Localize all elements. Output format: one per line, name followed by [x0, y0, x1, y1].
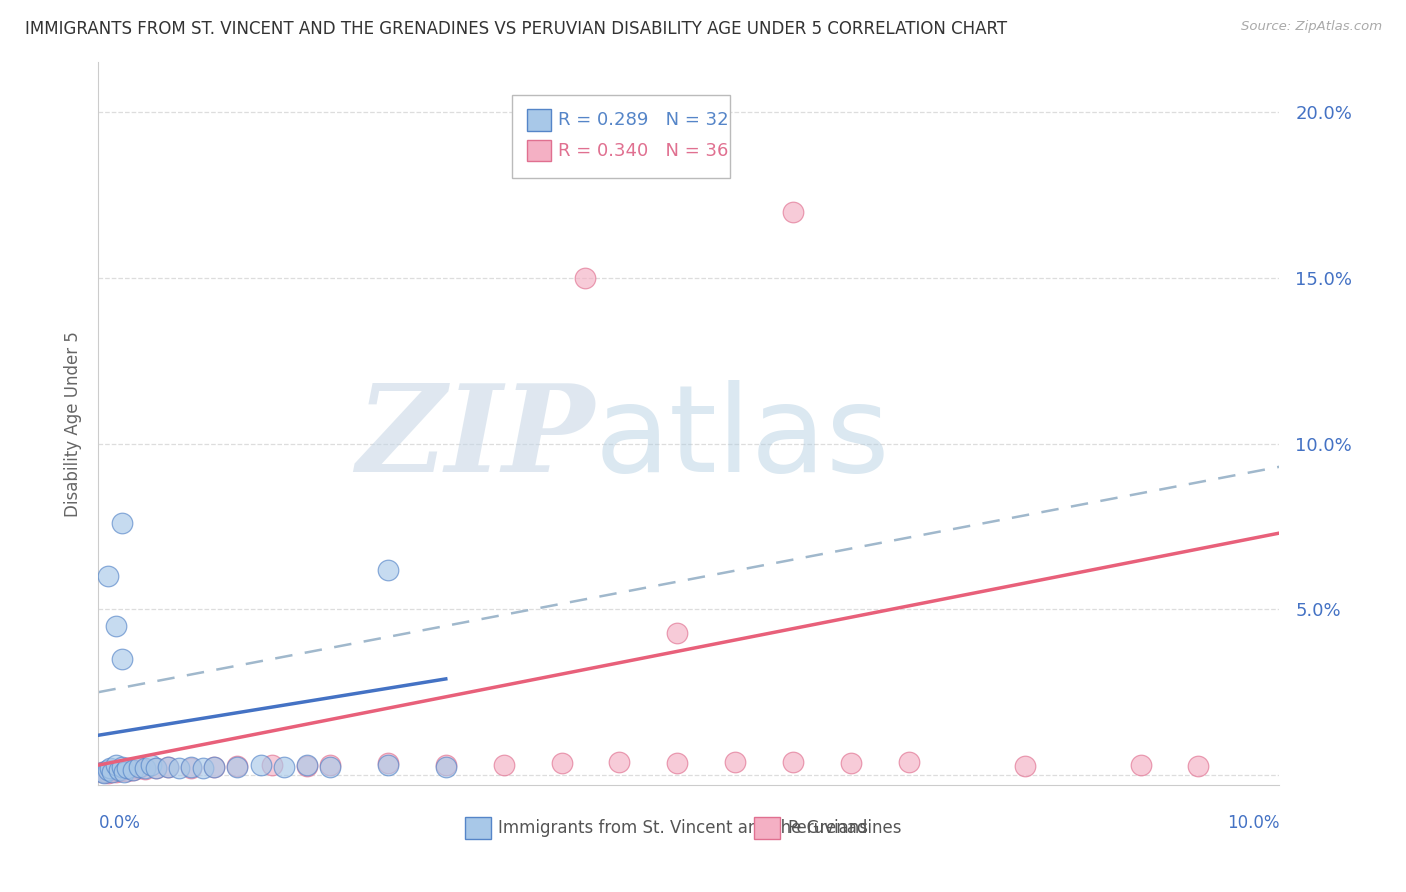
Point [169, 761, 191, 775]
Y-axis label: Disability Age Under 5: Disability Age Under 5 [63, 331, 82, 516]
Point [319, 758, 342, 772]
Text: IMMIGRANTS FROM ST. VINCENT AND THE GRENADINES VS PERUVIAN DISABILITY AGE UNDER : IMMIGRANTS FROM ST. VINCENT AND THE GREN… [25, 20, 1008, 37]
Point [110, 763, 132, 777]
Text: Immigrants from St. Vincent and the Grenadines: Immigrants from St. Vincent and the Gren… [498, 820, 901, 838]
Point [145, 761, 167, 775]
Point [295, 758, 318, 772]
Point [666, 756, 689, 771]
Point [377, 758, 399, 772]
Point [666, 625, 689, 640]
Point [90, 765, 112, 780]
Point [134, 761, 156, 775]
Point [1187, 758, 1209, 772]
Point [262, 758, 284, 772]
Point [550, 756, 572, 771]
Text: Source: ZipAtlas.com: Source: ZipAtlas.com [1241, 20, 1382, 33]
Point [98, 764, 121, 779]
Point [226, 760, 249, 774]
Point [191, 761, 214, 775]
FancyBboxPatch shape [527, 140, 551, 161]
Point [249, 758, 271, 772]
Point [724, 755, 747, 769]
Point [110, 516, 132, 530]
Point [609, 755, 631, 769]
Point [97, 766, 120, 780]
Point [202, 760, 225, 774]
Point [117, 761, 139, 775]
Point [377, 756, 399, 771]
Point [434, 758, 457, 772]
Point [104, 619, 127, 633]
Point [377, 562, 399, 576]
Point [134, 762, 156, 776]
Point [108, 764, 131, 778]
Point [91, 764, 114, 779]
Point [574, 271, 596, 285]
FancyBboxPatch shape [527, 110, 551, 131]
Point [122, 763, 145, 777]
Point [273, 760, 295, 774]
Point [156, 760, 179, 774]
Point [434, 760, 457, 774]
Point [93, 766, 115, 780]
Point [145, 761, 167, 775]
Point [98, 761, 121, 775]
Point [112, 764, 135, 779]
FancyBboxPatch shape [512, 95, 730, 178]
Point [897, 755, 920, 769]
Text: R = 0.340   N = 36: R = 0.340 N = 36 [558, 142, 728, 160]
Point [492, 758, 515, 772]
Point [110, 652, 132, 666]
FancyBboxPatch shape [754, 817, 780, 839]
Point [839, 756, 862, 771]
Point [128, 760, 150, 774]
Text: R = 0.289   N = 32: R = 0.289 N = 32 [558, 112, 728, 129]
Point [101, 763, 124, 777]
Point [139, 758, 162, 772]
Point [104, 764, 127, 779]
Point [122, 763, 145, 777]
Point [180, 761, 202, 775]
Point [782, 204, 804, 219]
Point [295, 758, 318, 772]
Point [110, 760, 132, 774]
Point [97, 569, 120, 583]
Point [156, 760, 179, 774]
Point [94, 764, 117, 779]
Text: 0.0%: 0.0% [98, 814, 141, 832]
Point [108, 763, 131, 777]
Point [117, 764, 139, 778]
Point [1014, 758, 1036, 772]
Point [180, 760, 202, 774]
Text: Peruvians: Peruvians [787, 820, 868, 838]
Point [128, 761, 150, 775]
Point [782, 755, 804, 769]
Point [226, 758, 249, 772]
Text: 10.0%: 10.0% [1227, 814, 1279, 832]
Point [104, 758, 127, 772]
Text: atlas: atlas [595, 380, 890, 497]
Point [1129, 758, 1152, 772]
Point [101, 764, 124, 779]
Point [97, 763, 120, 777]
Text: ZIP: ZIP [356, 379, 595, 498]
FancyBboxPatch shape [464, 817, 491, 839]
Point [202, 760, 225, 774]
Point [319, 760, 342, 774]
